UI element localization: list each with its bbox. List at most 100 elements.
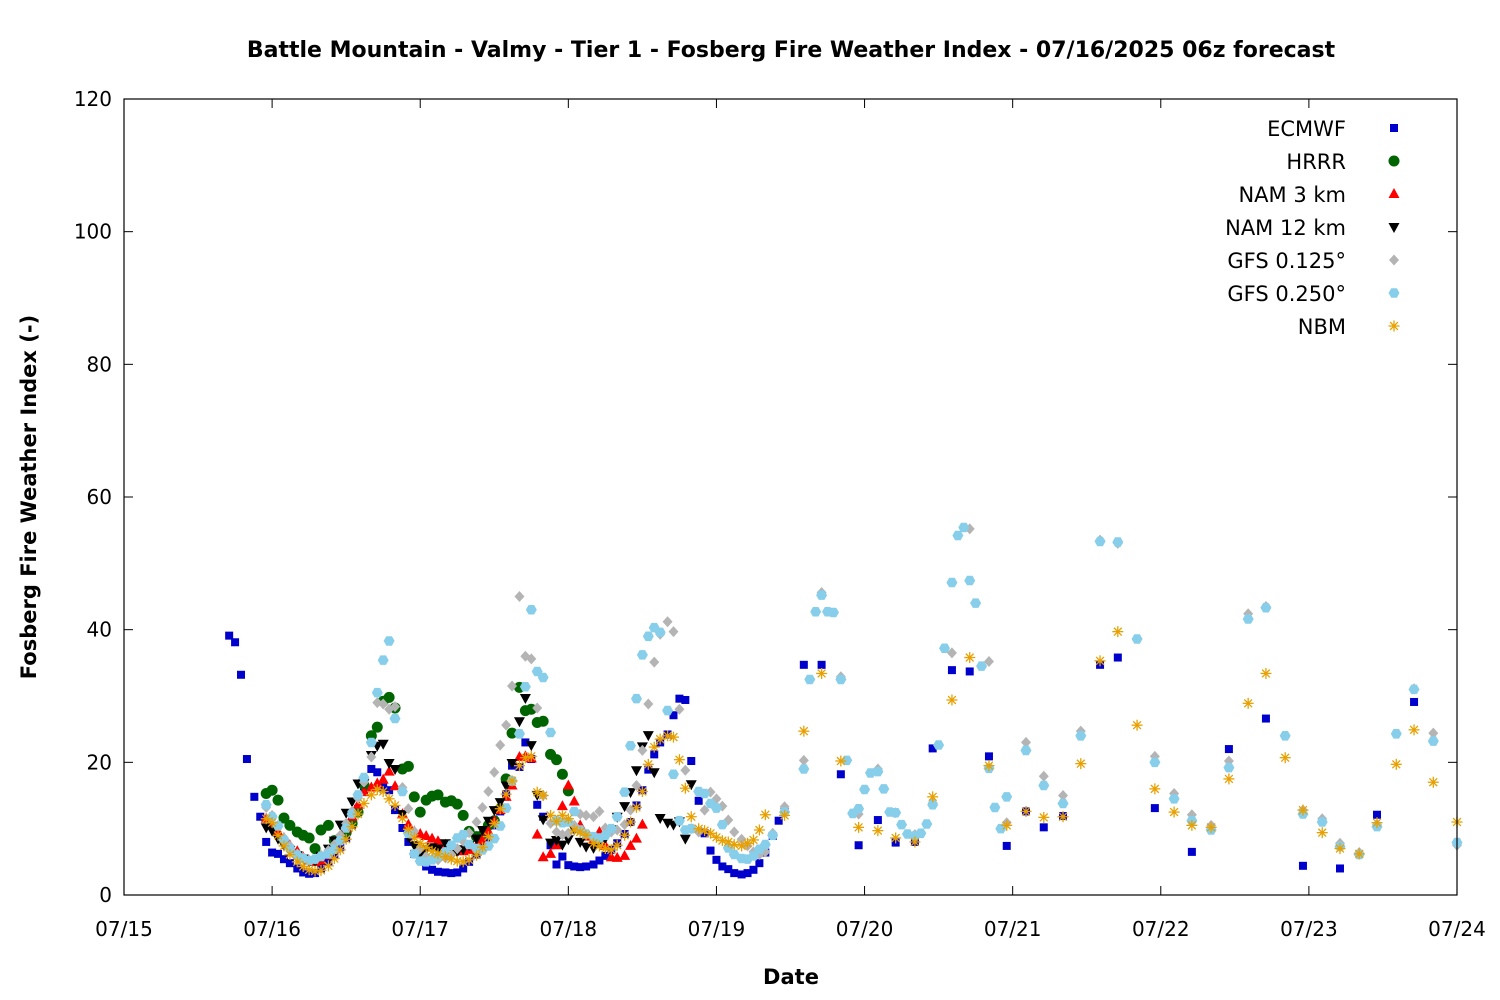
data-point (636, 786, 648, 798)
data-point (1279, 752, 1291, 764)
data-point (537, 851, 549, 862)
x-tick-label: 07/21 (984, 917, 1042, 941)
x-tick-label: 07/20 (836, 917, 894, 941)
data-point (728, 839, 740, 851)
data-point (648, 741, 660, 753)
series-hrrr (260, 681, 574, 855)
data-point (531, 828, 543, 839)
data-point (451, 855, 463, 867)
data-point (477, 801, 488, 813)
data-point (463, 839, 475, 850)
data-point (457, 809, 469, 821)
legend-label: NBM (1298, 315, 1346, 339)
legend-label: HRRR (1286, 150, 1346, 174)
data-point (428, 865, 437, 874)
data-point (1335, 864, 1344, 873)
data-point (755, 859, 764, 868)
data-point (408, 849, 420, 859)
data-point (432, 789, 444, 801)
series-nbm (260, 626, 1463, 877)
data-point (476, 825, 488, 836)
data-point (507, 680, 518, 692)
data-point (1260, 667, 1272, 679)
data-point (390, 701, 401, 713)
data-point (420, 829, 432, 840)
data-point (225, 631, 234, 640)
data-point (581, 809, 592, 821)
data-point (371, 777, 383, 788)
data-point (679, 782, 691, 794)
data-point (266, 817, 278, 829)
data-point (779, 809, 791, 821)
series-gfs-0-250 (260, 522, 1463, 867)
data-point (836, 770, 845, 779)
data-point (453, 868, 462, 877)
data-point (835, 674, 847, 685)
data-point (729, 826, 740, 838)
data-point (710, 831, 722, 843)
data-point (285, 859, 294, 868)
data-point (681, 695, 690, 704)
data-point (1038, 811, 1050, 823)
data-point (533, 800, 542, 809)
data-point (1168, 794, 1180, 804)
x-axis-label: Date (763, 965, 819, 989)
data-point (256, 812, 265, 821)
data-point (1075, 731, 1087, 741)
data-point (1205, 821, 1217, 833)
data-point (1187, 847, 1196, 856)
data-point (1223, 773, 1235, 785)
data-point (1260, 603, 1272, 613)
data-point (1373, 810, 1382, 819)
data-point (679, 834, 691, 845)
data-point (1390, 729, 1402, 739)
data-point (933, 740, 945, 750)
data-point (675, 694, 684, 703)
legend-label: GFS 0.250° (1227, 282, 1346, 306)
data-point (667, 731, 679, 743)
data-point (396, 812, 408, 824)
x-tick-label: 07/19 (688, 917, 746, 941)
data-point (432, 835, 444, 846)
data-point (642, 631, 654, 642)
data-point (1094, 536, 1106, 547)
data-point (648, 768, 660, 779)
data-point (989, 802, 1001, 813)
data-point (654, 733, 666, 745)
data-point (519, 682, 531, 692)
y-tick-label: 60 (87, 485, 112, 509)
data-point (293, 864, 302, 873)
data-point (556, 809, 568, 821)
legend-marker (1390, 124, 1398, 132)
data-point (488, 817, 500, 829)
data-point (631, 693, 642, 704)
data-point (630, 801, 642, 813)
data-point (642, 731, 654, 742)
data-point (716, 835, 728, 847)
data-point (927, 800, 939, 810)
data-point (662, 616, 673, 628)
data-point (927, 791, 939, 803)
data-point (303, 864, 315, 876)
data-point (237, 670, 246, 679)
data-point (1390, 758, 1402, 770)
data-point (408, 791, 420, 803)
data-point (299, 868, 308, 877)
data-point (1020, 805, 1032, 817)
data-point (939, 643, 950, 653)
data-point (958, 522, 970, 533)
data-point (358, 797, 370, 809)
data-point (451, 798, 463, 810)
data-point (1131, 634, 1143, 644)
data-points (225, 522, 1463, 879)
data-point (965, 667, 974, 676)
data-point (742, 837, 754, 849)
data-point (297, 860, 309, 872)
data-point (611, 839, 623, 851)
data-point (952, 530, 964, 541)
data-point (463, 854, 475, 866)
data-point (278, 812, 290, 824)
data-point (816, 590, 828, 600)
y-tick-label: 40 (87, 618, 112, 642)
data-point (774, 816, 783, 825)
